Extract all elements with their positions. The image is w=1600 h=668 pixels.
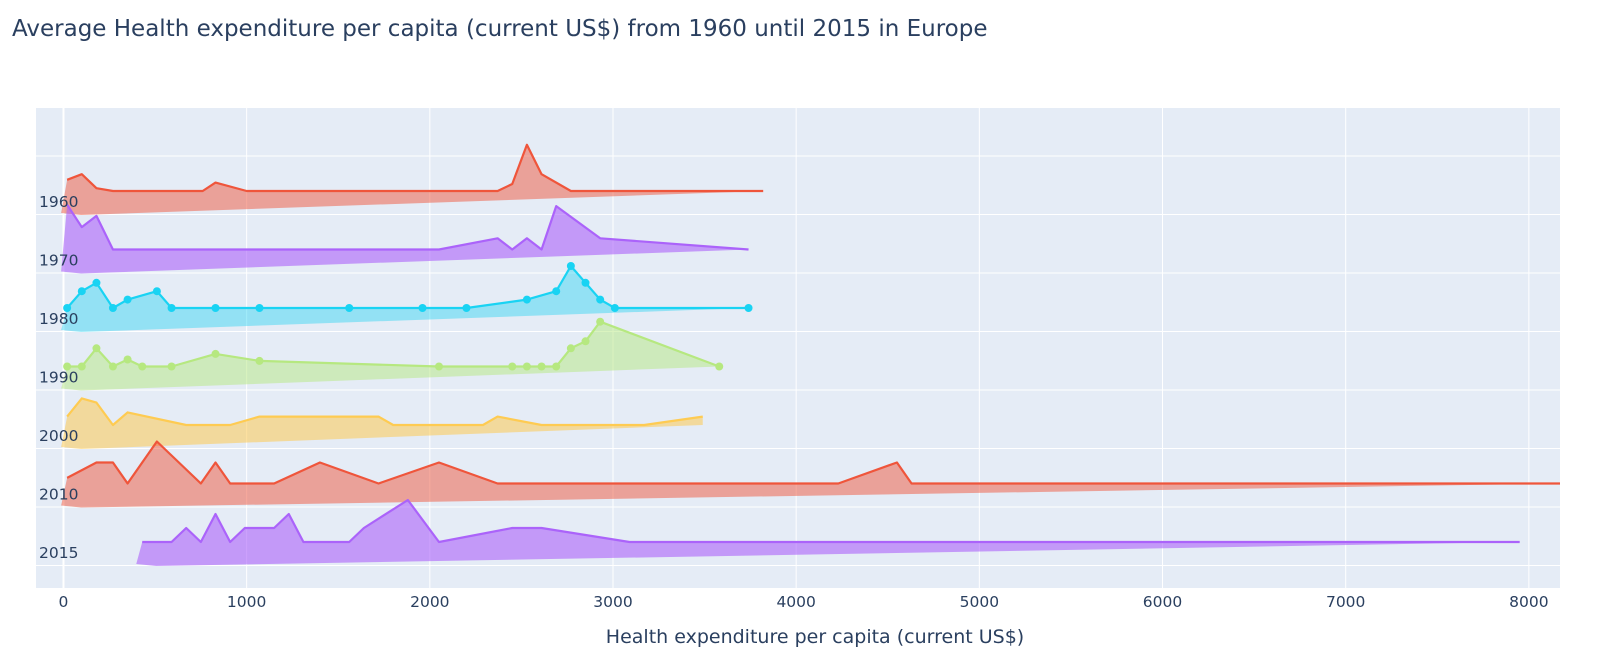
data-point: [522, 362, 531, 371]
data-point: [92, 278, 101, 287]
data-point: [596, 317, 605, 326]
x-tick-label: 3000: [593, 593, 632, 611]
series-1970: [61, 204, 749, 274]
data-point: [152, 287, 161, 296]
data-point: [566, 262, 575, 270]
data-point: [138, 362, 147, 371]
data-point: [211, 349, 220, 358]
data-point: [167, 304, 176, 312]
series-area: [61, 398, 703, 449]
data-point: [77, 362, 86, 371]
data-point: [552, 287, 561, 296]
data-point: [77, 287, 86, 296]
series-2000: [61, 397, 703, 449]
data-point: [596, 295, 605, 304]
data-point: [123, 355, 132, 364]
series-line: [66, 397, 703, 427]
series-line: [66, 204, 749, 251]
grid-lines: [36, 108, 1560, 588]
plot-background: [36, 108, 1560, 588]
data-point: [63, 362, 72, 371]
row-label: 2015: [39, 544, 78, 562]
data-point: [167, 362, 176, 371]
series-2010: [61, 440, 1561, 508]
series-1960: [61, 143, 764, 215]
x-axis-ticks: 0 1000 2000 3000 4000 5000 6000 7000 8000: [59, 593, 1549, 611]
row-label: 2000: [39, 427, 78, 445]
x-tick-label: 4000: [776, 593, 815, 611]
row-label: 1990: [39, 369, 78, 387]
data-point: [123, 295, 132, 304]
chart-title: Average Health expenditure per capita (c…: [12, 16, 988, 42]
series-1990: [61, 317, 724, 391]
series-line: [142, 498, 1520, 544]
series-area: [136, 500, 1520, 566]
series-2015: [136, 498, 1520, 566]
row-label: 1980: [39, 310, 78, 328]
x-tick-label: 0: [59, 593, 69, 611]
data-point: [255, 356, 264, 365]
x-tick-label: 1000: [227, 593, 266, 611]
data-point: [255, 304, 264, 312]
data-point: [108, 304, 117, 312]
row-label: 1960: [39, 193, 78, 211]
data-point: [211, 304, 220, 312]
data-point: [63, 304, 72, 312]
data-point: [522, 295, 531, 304]
row-label: 2010: [39, 486, 78, 504]
series-area: [61, 144, 764, 215]
series-area: [61, 321, 720, 391]
data-point: [108, 362, 117, 371]
data-point: [744, 304, 753, 312]
data-point: [418, 304, 427, 312]
series-line: [66, 440, 1560, 485]
data-point: [434, 362, 443, 371]
row-labels: 1960 1970 1980 1990 2000 2010 2015: [39, 193, 78, 562]
x-tick-label: 8000: [1509, 593, 1548, 611]
series-layer: [61, 143, 1561, 566]
data-point: [566, 344, 575, 353]
data-point: [508, 362, 517, 371]
data-point: [715, 362, 724, 371]
x-tick-label: 6000: [1143, 593, 1182, 611]
series-area: [61, 266, 749, 332]
data-point: [537, 362, 546, 371]
series-line: [66, 143, 764, 193]
row-label: 1970: [39, 252, 78, 270]
data-point: [610, 304, 619, 312]
data-point: [345, 304, 354, 312]
data-point: [581, 278, 590, 287]
data-point: [92, 344, 101, 353]
series-area: [61, 441, 1561, 508]
x-tick-label: 7000: [1326, 593, 1365, 611]
data-point: [462, 304, 471, 312]
x-tick-label: 2000: [410, 593, 449, 611]
data-point: [581, 337, 590, 346]
series-1980: [61, 262, 753, 332]
x-axis-title: Health expenditure per capita (current U…: [606, 626, 1024, 648]
data-point: [552, 362, 561, 371]
x-tick-label: 5000: [960, 593, 999, 611]
